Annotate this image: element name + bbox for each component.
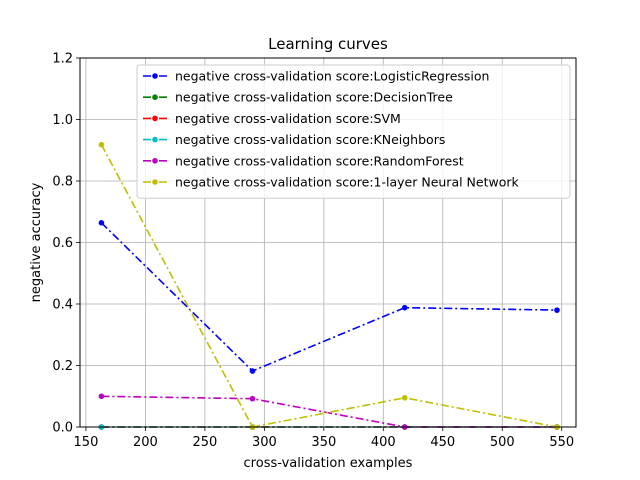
legend-marker [152,136,158,143]
x-tick-label: 550 [549,435,574,450]
legend-marker [152,73,158,79]
data-point [249,395,256,402]
series-5 [98,393,560,430]
series-1 [98,220,560,374]
legend-marker [152,179,158,185]
series-line [100,144,558,428]
legend-label: negative cross-validation score:1-layer … [175,175,519,190]
legend-label: negative cross-validation score:SVM [175,111,401,126]
y-tick-label: 0.4 [52,298,73,313]
chart-title: Learning curves [268,35,388,53]
y-tick-label: 1.0 [52,113,73,128]
legend-marker [152,94,158,100]
y-tick-label: 0.6 [52,236,73,251]
legend-marker [152,115,158,122]
x-tick-label: 300 [252,435,277,450]
x-tick-label: 200 [133,435,158,450]
legend-label: negative cross-validation score:RandomFo… [175,153,464,168]
x-axis-label: cross-validation examples [244,456,413,471]
data-point [401,304,408,311]
legend-label: negative cross-validation score:Decision… [175,90,453,105]
series-line [101,395,557,428]
x-tick-label: 400 [371,435,396,450]
y-tick-label: 0.8 [52,175,73,190]
y-tick-label: 1.2 [52,52,73,67]
legend-marker [152,158,158,164]
data-point [401,394,408,401]
y-tick-label: 0.0 [52,421,73,436]
x-tick-label: 250 [192,435,217,450]
legend-entry-5: negative cross-validation score:RandomFo… [143,153,464,168]
legend-entry-4: negative cross-validation score:KNeighbo… [143,132,445,147]
legend: negative cross-validation score:Logistic… [136,64,571,199]
legend-entry-2: negative cross-validation score:Decision… [143,90,453,105]
series-6 [98,141,560,430]
x-tick-label: 150 [74,435,99,450]
legend-entry-3: negative cross-validation score:SVM [143,111,401,126]
legend-frame [136,64,571,199]
data-point [98,220,105,226]
legend-label: negative cross-validation score:KNeighbo… [175,132,445,147]
tick-layer: 150 200 250 300 350 400 450 500 550 0.0 0.2 0.4 0.6 0… [52,52,574,451]
x-tick-label: 450 [430,435,455,450]
x-tick-label: 350 [311,435,336,450]
legend-entry-1: negative cross-validation score:Logistic… [143,69,489,84]
legend-label: negative cross-validation score:Logistic… [175,69,489,84]
y-tick-label: 0.2 [52,359,73,374]
y-axis-label: negative accuracy [29,182,44,302]
data-point [249,368,256,374]
data-point [98,393,105,400]
series-line [100,222,558,372]
data-point [98,141,105,148]
x-tick-label: 500 [490,435,515,450]
legend-entry-6: negative cross-validation score:1-layer … [143,175,519,190]
data-point [554,307,560,313]
